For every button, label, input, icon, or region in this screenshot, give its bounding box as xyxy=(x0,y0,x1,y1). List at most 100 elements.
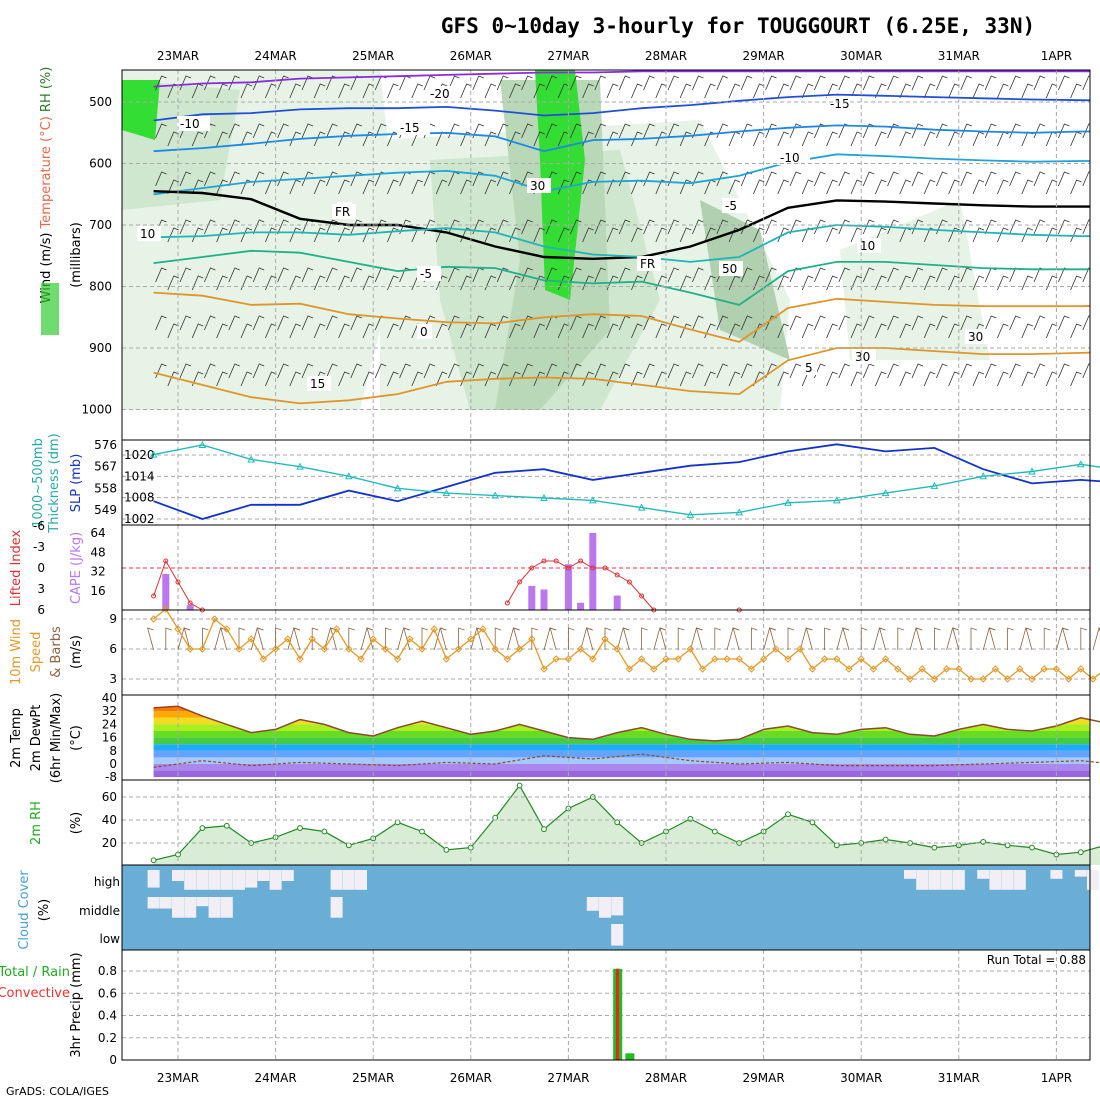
wind-barb xyxy=(826,371,838,387)
convective-precip-bar xyxy=(616,968,619,1060)
wind-speed-marker xyxy=(784,655,792,663)
wind-barb xyxy=(496,363,509,379)
wind-barb xyxy=(875,371,887,387)
wind-barb xyxy=(362,323,375,339)
wind-barb xyxy=(1082,267,1090,283)
wind-speed-marker xyxy=(1052,665,1061,673)
wind-barb xyxy=(777,179,789,195)
thickness-line xyxy=(153,444,1100,516)
wind-speed-marker xyxy=(845,665,853,673)
wind-barb xyxy=(777,83,789,99)
wind-barb-10m xyxy=(769,627,777,651)
wind-speed-marker xyxy=(149,615,158,623)
wind-barb-10m xyxy=(842,627,850,651)
wind-barb xyxy=(875,275,887,291)
wind-barb xyxy=(765,123,777,139)
wind-barb xyxy=(643,75,655,91)
wind-barb xyxy=(387,371,399,387)
temperature-band xyxy=(153,750,1090,758)
wind-barb xyxy=(923,275,936,291)
date-tick-label-bottom: 26MAR xyxy=(450,1071,492,1085)
thickness-marker xyxy=(296,462,304,470)
wind-barb xyxy=(460,83,472,99)
wind-barb xyxy=(1021,83,1033,99)
wind-barb xyxy=(1021,131,1033,147)
wind-barb-10m xyxy=(970,627,978,650)
wind-barb xyxy=(301,75,314,91)
wind-barb xyxy=(484,275,497,291)
wind-barb xyxy=(216,323,228,339)
contour-label: 30 xyxy=(855,350,870,364)
wind-barb-10m xyxy=(641,627,648,650)
cape-ylabel: CAPE (J/kg) xyxy=(69,532,84,604)
wind-barb xyxy=(167,371,179,387)
thickness-marker xyxy=(930,481,939,489)
wind-barb-10m xyxy=(433,627,447,651)
thickness-marker xyxy=(832,496,841,504)
contour-label-bg xyxy=(307,376,331,391)
wind-speed-marker xyxy=(674,655,682,663)
wind-barb xyxy=(679,83,692,99)
wind-barb xyxy=(1009,219,1021,235)
wind-speed-marker xyxy=(942,665,951,673)
wind-barb xyxy=(862,267,875,283)
contour-label-bg xyxy=(427,86,460,101)
thickness-marker xyxy=(247,455,256,463)
wind-barb xyxy=(338,83,350,99)
wind-barb xyxy=(1045,131,1058,147)
wind-barb xyxy=(362,131,375,147)
slp-line xyxy=(153,443,1100,520)
precip-tick-label: 0.8 xyxy=(98,964,117,978)
wind-barb xyxy=(521,75,533,91)
date-tick-label-top: 1APR xyxy=(1041,49,1072,63)
temperature-tick-label: 24 xyxy=(102,717,117,731)
wind-barb xyxy=(862,171,875,187)
wind-barb xyxy=(228,219,240,235)
wind-barb xyxy=(960,267,972,283)
rh-ylabel-2: (%) xyxy=(69,812,84,835)
precip-tick-label: 0.4 xyxy=(98,1009,117,1023)
wind-barb xyxy=(204,171,216,187)
wind-barb xyxy=(728,83,741,99)
wind-barb xyxy=(350,267,362,283)
contour-label-bg xyxy=(827,96,860,111)
wind-barb xyxy=(399,315,411,331)
wind-barb xyxy=(679,179,692,195)
wind-barb-10m xyxy=(763,627,776,651)
contour-label: 10 xyxy=(860,239,875,253)
wind-barb xyxy=(204,363,216,379)
wind-barb xyxy=(521,363,533,379)
wind-speed-marker xyxy=(955,665,963,673)
temperature-tick-label: 0 xyxy=(109,757,117,771)
cloud-cell xyxy=(147,870,160,888)
lifted-index-tick-label: -3 xyxy=(33,540,45,554)
wind-barb-10m xyxy=(897,627,904,650)
wind-barb xyxy=(911,363,924,379)
wind-barb xyxy=(301,363,314,379)
lifted-index-tick-label: 0 xyxy=(37,561,45,575)
wind-barb xyxy=(216,275,228,291)
wind-barb xyxy=(570,123,582,139)
wind-barb xyxy=(850,227,863,243)
wind-barb xyxy=(496,315,509,331)
wind-barb-10m xyxy=(860,627,868,650)
wind-barb xyxy=(313,323,326,339)
rh-point xyxy=(711,828,718,835)
wind-barb xyxy=(826,275,838,291)
wind-barb xyxy=(179,219,192,235)
thickness-tick-label: 576 xyxy=(94,438,117,452)
wind-barb xyxy=(936,267,948,283)
wind-barb xyxy=(301,123,314,139)
date-tick-label-top: 25MAR xyxy=(352,49,394,63)
cloud-cell xyxy=(196,870,209,890)
wind-barb xyxy=(545,267,558,283)
wind-barb-10m xyxy=(1007,627,1014,650)
cloud-cell xyxy=(159,897,172,909)
temperature-ylabel-1: 2m Temp xyxy=(9,708,24,768)
wind-barb xyxy=(1095,84,1100,98)
wind-barb xyxy=(277,219,289,235)
cloud-cell xyxy=(172,897,184,918)
wind-speed-marker xyxy=(198,645,207,653)
wind-barb xyxy=(277,315,289,331)
wind-barb xyxy=(252,267,265,283)
